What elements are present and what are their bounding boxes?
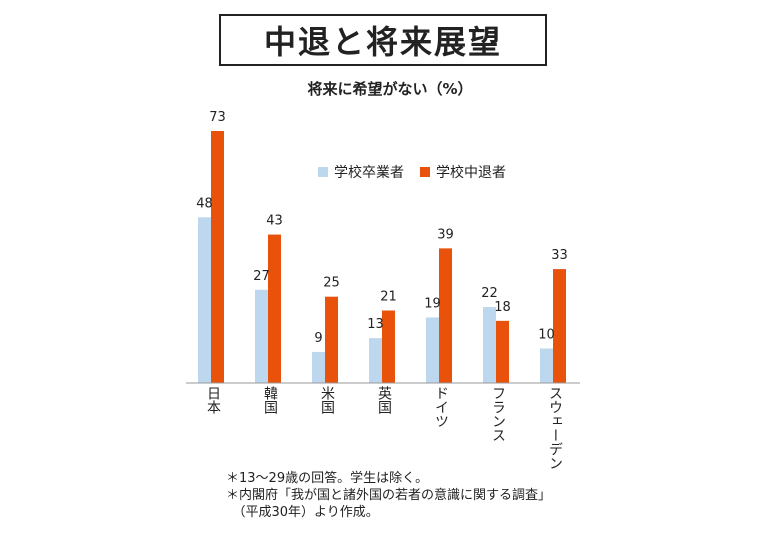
- bar-dropouts-2: [325, 296, 338, 383]
- legend-item-dropouts: 学校中退者: [420, 162, 506, 182]
- bar-graduates-4: [426, 317, 439, 383]
- legend-swatch-dropouts: [420, 167, 430, 177]
- category-label-2: 米国: [319, 386, 335, 414]
- value-label-dropouts-5: 18: [494, 300, 511, 315]
- bar-graduates-2: [312, 351, 325, 383]
- category-label-5: フランス: [490, 386, 506, 442]
- footnotes: ＊13〜29歳の回答。学生は除く。 ＊内閣府「我が国と諸外国の若者の意識に関する…: [226, 470, 551, 521]
- bar-graduates-5: [483, 307, 496, 383]
- category-label-6: スウェーデン: [547, 386, 563, 470]
- value-label-graduates-5: 22: [481, 286, 498, 301]
- value-label-graduates-2: 9: [314, 331, 322, 346]
- value-label-graduates-1: 27: [253, 269, 270, 284]
- value-label-dropouts-0: 73: [209, 110, 226, 125]
- category-label-0: 日本: [205, 386, 221, 414]
- value-label-dropouts-2: 25: [323, 276, 340, 291]
- bar-graduates-1: [255, 289, 268, 383]
- bar-dropouts-0: [211, 131, 224, 383]
- footnote-1: ＊13〜29歳の回答。学生は除く。: [226, 471, 429, 486]
- footnote-3: （平成30年）より作成。: [226, 505, 379, 520]
- value-label-graduates-0: 48: [196, 196, 213, 211]
- value-label-graduates-3: 13: [367, 317, 384, 332]
- value-label-dropouts-1: 43: [266, 214, 283, 229]
- value-label-graduates-4: 19: [424, 296, 441, 311]
- chart-title: 将来に希望がない（%）: [307, 80, 473, 98]
- bar-dropouts-1: [268, 234, 281, 383]
- legend-label-graduates: 学校卒業者: [334, 165, 404, 181]
- bars-group: [198, 131, 566, 383]
- legend-item-graduates: 学校卒業者: [318, 162, 404, 182]
- category-label-1: 韓国: [262, 386, 278, 414]
- bar-graduates-0: [198, 217, 211, 383]
- bar-dropouts-5: [496, 320, 509, 383]
- category-label-3: 英国: [376, 386, 392, 414]
- bar-dropouts-6: [553, 269, 566, 383]
- legend-label-dropouts: 学校中退者: [436, 165, 506, 181]
- bar-dropouts-4: [439, 248, 452, 383]
- bar-graduates-6: [540, 348, 553, 383]
- value-label-graduates-6: 10: [538, 327, 555, 342]
- footnote-2: ＊内閣府「我が国と諸外国の若者の意識に関する調査」: [226, 488, 552, 503]
- page-title: 中退と将来展望: [263, 23, 502, 61]
- legend: 学校卒業者 学校中退者: [318, 162, 506, 182]
- value-label-dropouts-3: 21: [380, 290, 397, 305]
- value-label-dropouts-4: 39: [437, 227, 454, 242]
- value-label-dropouts-6: 33: [551, 248, 568, 263]
- bar-graduates-3: [369, 338, 382, 383]
- bar-dropouts-3: [382, 310, 395, 383]
- legend-swatch-graduates: [318, 167, 328, 177]
- category-label-4: ドイツ: [433, 386, 449, 428]
- title-box: 中退と将来展望: [219, 14, 547, 66]
